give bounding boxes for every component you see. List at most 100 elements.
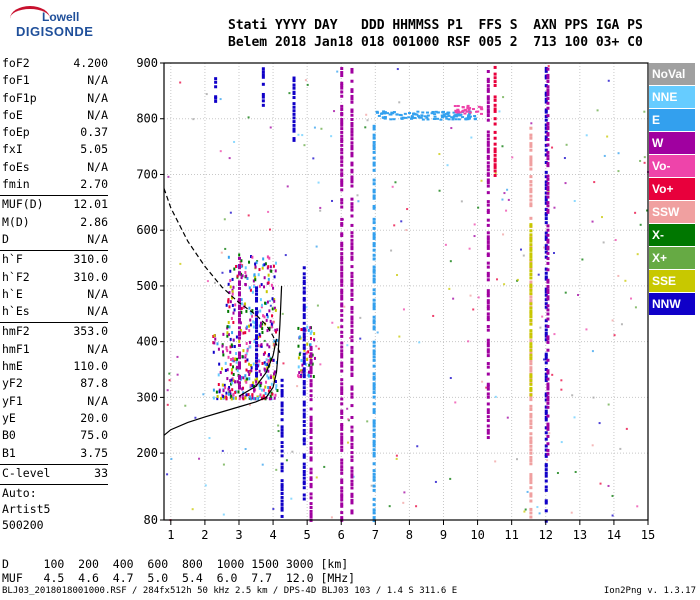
echo-column-point (486, 350, 490, 354)
echo-point (596, 109, 599, 112)
echo-column-point (544, 354, 548, 358)
echo-column-point (302, 296, 306, 300)
echo-point (556, 471, 559, 474)
echo-point (396, 274, 399, 277)
echo-column-point (280, 389, 284, 393)
y-tick-label: 500 (136, 279, 158, 293)
echo-column-point (544, 198, 548, 202)
param-row: foEs N/A (0, 160, 112, 177)
echo-column-point (544, 361, 548, 365)
echo-column-point (372, 234, 376, 238)
echo-point (240, 276, 243, 280)
echo-column-point (302, 352, 306, 356)
legend-entry: NNE (649, 86, 695, 108)
echo-column-point (529, 204, 533, 208)
echo-point (636, 505, 639, 508)
echo-point (264, 385, 267, 389)
echo-point (204, 484, 207, 487)
echo-column-point (340, 121, 344, 125)
echo-column-point (372, 270, 376, 274)
echo-band-point (447, 114, 451, 117)
echo-column-point (350, 324, 354, 328)
echo-column-point (237, 293, 241, 297)
echo-column-point (529, 276, 533, 280)
echo-column-point (546, 114, 550, 118)
echo-point (212, 350, 215, 354)
echo-column-point (529, 163, 533, 167)
echo-point (570, 511, 573, 514)
echo-band-point (441, 111, 445, 114)
echo-column-point (546, 240, 550, 244)
echo-column-point (546, 401, 550, 405)
echo-column-point (529, 419, 533, 423)
header-fields-row: Stati YYYY DAY DDD HHMMSS P1 FFS S AXN P… (228, 18, 643, 33)
echo-column-point (486, 362, 490, 366)
echo-column-point (280, 378, 284, 382)
echo-point (316, 304, 319, 307)
echo-column-point (309, 467, 313, 471)
echo-band-point (383, 116, 387, 119)
echo-point (230, 316, 233, 320)
echo-column-point (544, 126, 548, 130)
echo-point (226, 368, 229, 372)
echo-column-point (546, 278, 550, 282)
echo-column-point (237, 333, 241, 337)
echo-column-point (350, 315, 354, 319)
echo-column-point (350, 144, 354, 148)
echo-column-point (302, 332, 306, 336)
echo-point (319, 206, 322, 209)
echo-column-point (309, 456, 313, 460)
echo-column-point (544, 91, 548, 95)
echo-point (477, 206, 480, 209)
echo-point (261, 463, 264, 466)
x-tick-label: 11 (504, 528, 518, 542)
echo-column-point (372, 508, 376, 512)
file-info-footer: BLJ03_2018018001000.RSF / 284fx512h 50 k… (2, 586, 458, 596)
echo-point (266, 300, 269, 304)
echo-column-point (340, 283, 344, 287)
echo-column-point (493, 165, 497, 169)
echo-point (261, 330, 264, 334)
echo-band-point (464, 117, 468, 120)
echo-point (230, 382, 233, 386)
echo-point (398, 335, 401, 338)
echo-point (444, 243, 447, 246)
echo-point (577, 293, 580, 296)
echo-point (233, 308, 236, 312)
echo-column-point (486, 108, 490, 112)
echo-point (198, 457, 201, 460)
echo-point (501, 198, 504, 201)
echo-point (313, 332, 316, 336)
echo-column-point (261, 99, 265, 103)
echo-point (449, 377, 452, 380)
echo-column-point (486, 184, 490, 188)
echo-column-point (255, 323, 259, 327)
param-row: B1 3.75 (0, 446, 112, 463)
echo-column-point (302, 465, 306, 469)
echo-band-point (471, 108, 475, 111)
param-row: h`E N/A (0, 287, 112, 304)
echo-column-point (544, 488, 548, 492)
echo-point (225, 303, 228, 307)
x-tick-label: 1 (167, 528, 174, 542)
echo-point (599, 482, 602, 485)
echo-band-point (411, 116, 415, 119)
echo-column-point (546, 391, 550, 395)
echo-point (274, 269, 277, 273)
echo-column-point (280, 454, 284, 458)
echo-column-point (486, 395, 490, 399)
echo-column-point (309, 446, 313, 450)
echo-point (230, 357, 233, 361)
echo-column-point (340, 261, 344, 265)
echo-column-point (546, 398, 550, 402)
echo-column-point (486, 436, 490, 440)
echo-band-point (413, 116, 417, 119)
x-tick-label: 7 (372, 528, 379, 542)
echo-column-point (350, 415, 354, 419)
echo-column-point (493, 130, 497, 134)
echo-point (212, 396, 215, 400)
echo-column-point (350, 351, 354, 355)
echo-column-point (302, 356, 306, 360)
param-row: hmE 110.0 (0, 359, 112, 376)
echo-column-point (529, 318, 533, 322)
